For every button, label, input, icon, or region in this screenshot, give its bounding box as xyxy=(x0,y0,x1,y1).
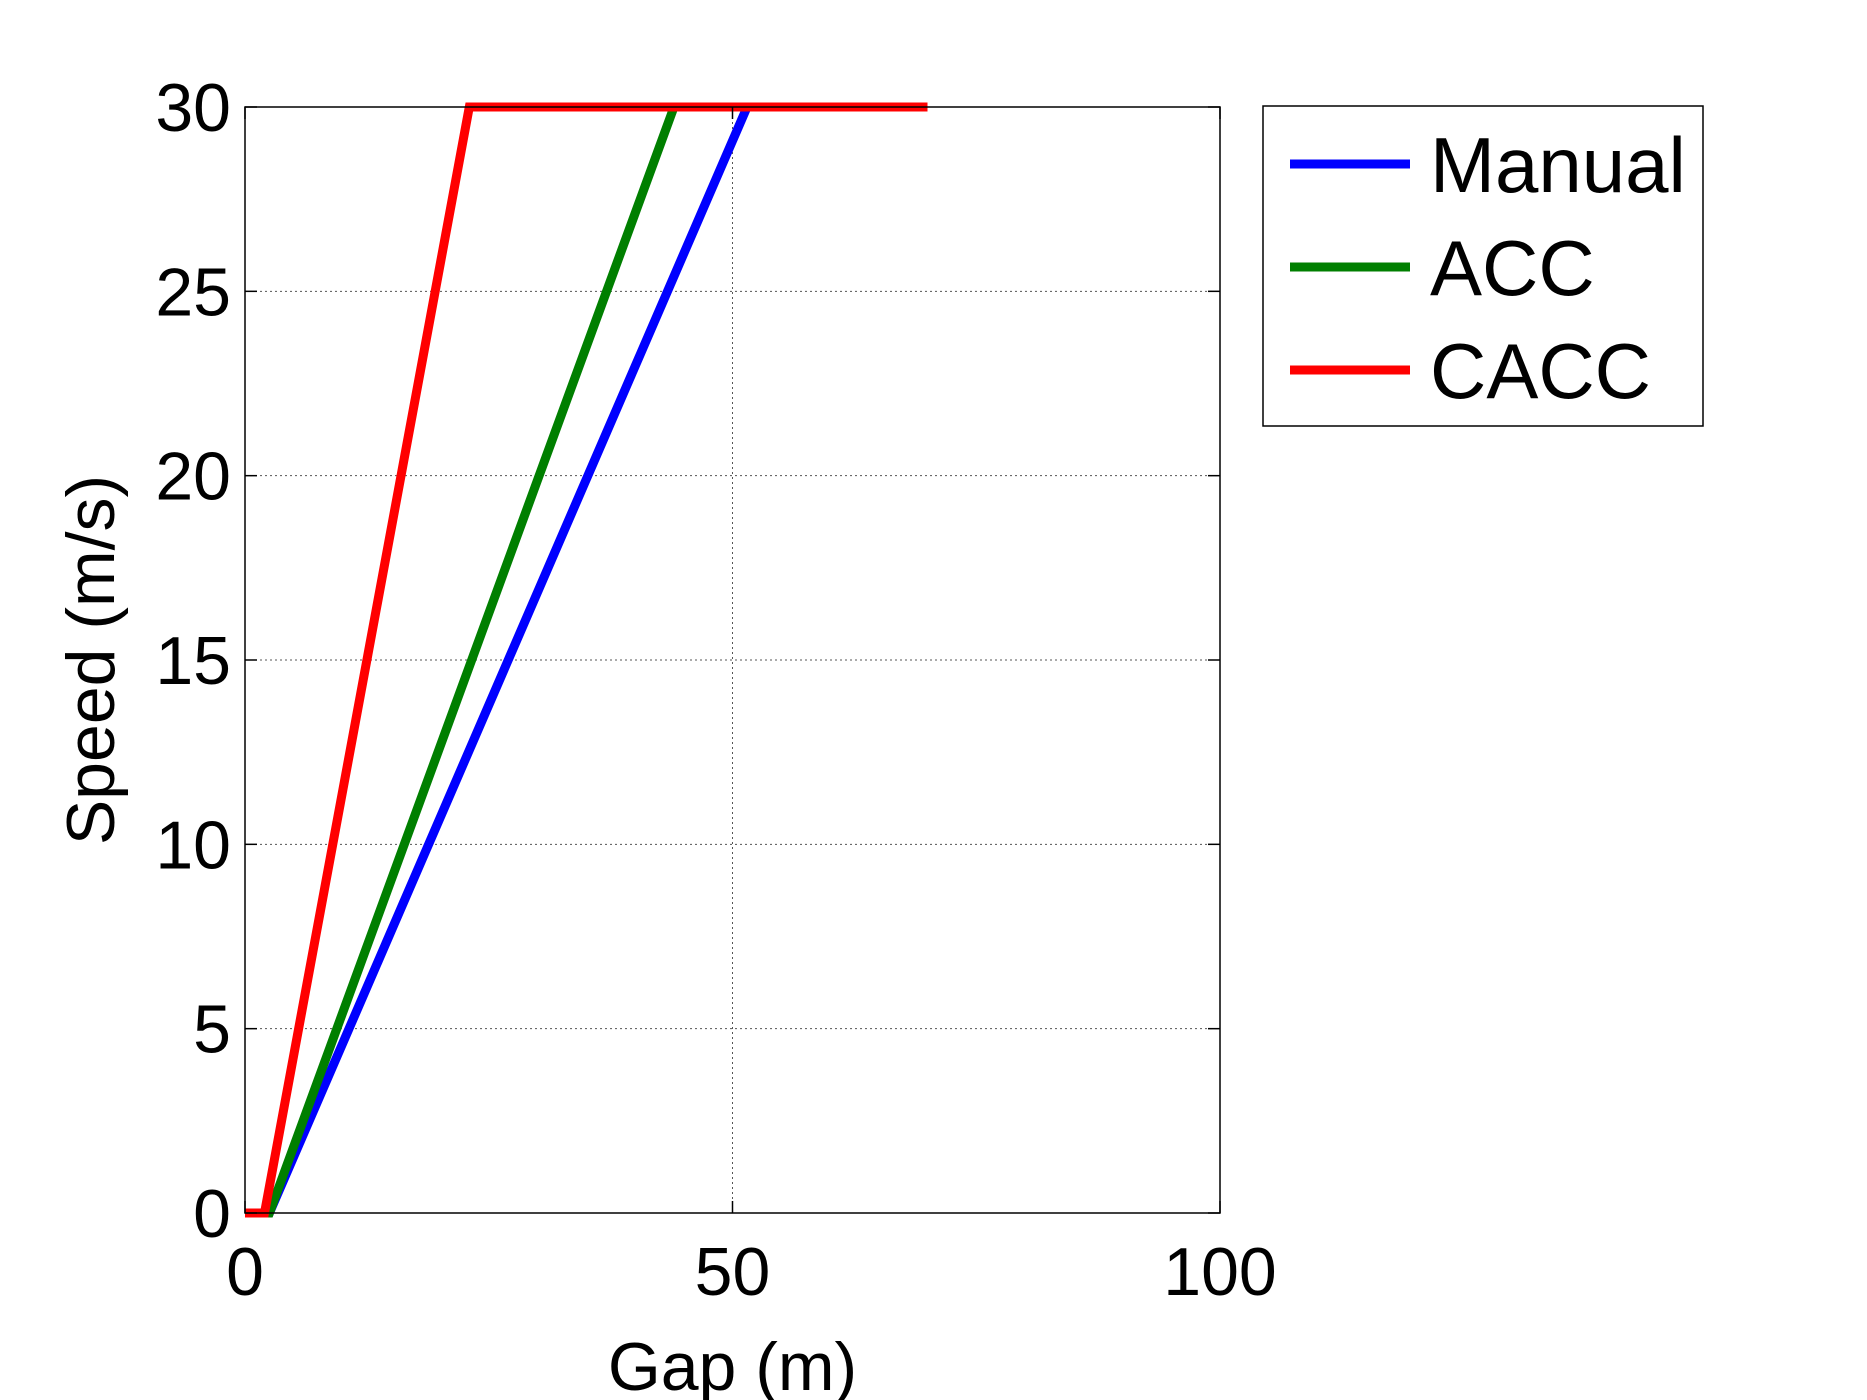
legend: Manual ACC CACC xyxy=(1262,105,1704,427)
y-tick-label: 5 xyxy=(193,992,231,1068)
grid xyxy=(245,107,1220,1213)
axis-ticks: 0 50 100 0 5 10 15 20 25 30 xyxy=(155,70,1276,1310)
legend-label-manual: Manual xyxy=(1430,121,1686,209)
x-axis-label: Gap (m) xyxy=(608,1329,857,1400)
y-tick-label: 15 xyxy=(155,623,231,699)
legend-label-acc: ACC xyxy=(1430,224,1595,312)
x-tick-label: 0 xyxy=(226,1234,264,1310)
series-line-acc xyxy=(245,105,679,1218)
y-tick-label: 25 xyxy=(155,254,231,330)
y-tick-label: 10 xyxy=(155,807,231,883)
y-axis-label: Speed (m/s) xyxy=(53,475,129,845)
y-tick-label: 30 xyxy=(155,70,231,146)
x-tick-label: 50 xyxy=(695,1234,771,1310)
x-tick-label: 100 xyxy=(1163,1234,1276,1310)
y-tick-label: 0 xyxy=(193,1176,231,1252)
legend-label-cacc: CACC xyxy=(1430,327,1651,415)
y-tick-label: 20 xyxy=(155,439,231,515)
